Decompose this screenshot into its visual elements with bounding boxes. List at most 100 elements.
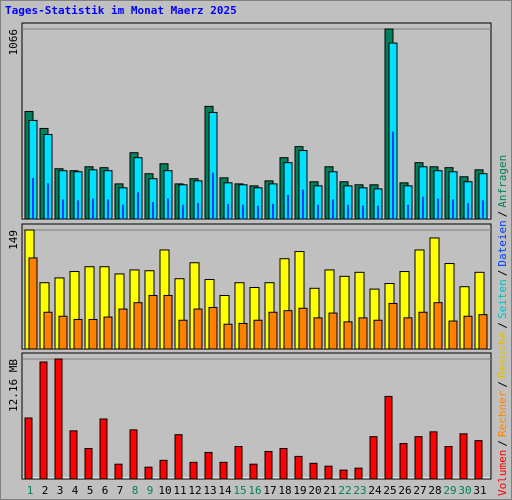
bar	[249, 463, 258, 480]
x-tick-label: 5	[87, 484, 94, 497]
bar	[418, 311, 428, 350]
bar	[403, 317, 413, 350]
bar	[253, 319, 263, 350]
bar	[28, 257, 38, 350]
bar	[448, 320, 458, 350]
x-tick-label: 19	[293, 484, 306, 497]
x-tick-label: 10	[158, 484, 171, 497]
bar	[433, 302, 443, 350]
bar	[358, 317, 368, 350]
bar	[373, 319, 383, 350]
bar	[294, 455, 303, 480]
bar	[313, 317, 323, 350]
x-tick-label: 31	[473, 484, 486, 497]
bar	[148, 294, 158, 350]
bar	[88, 318, 98, 350]
bar	[309, 462, 318, 480]
bar	[388, 302, 398, 350]
x-tick-label: 22	[338, 484, 351, 497]
legend-separator: /	[496, 381, 509, 388]
x-tick-label: 29	[443, 484, 456, 497]
bar	[208, 306, 218, 350]
x-tick-label: 25	[383, 484, 396, 497]
bar	[467, 202, 469, 219]
bar	[298, 307, 308, 350]
bar	[84, 448, 93, 480]
bar	[114, 463, 123, 480]
bar	[339, 469, 348, 480]
bar	[238, 322, 248, 350]
x-tick-label: 11	[173, 484, 186, 497]
bar	[422, 196, 424, 219]
x-tick-label: 1	[27, 484, 34, 497]
x-tick-label: 17	[263, 484, 276, 497]
bar	[32, 178, 34, 219]
y-tick-label: 149	[7, 230, 20, 250]
x-tick-label: 7	[117, 484, 124, 497]
x-tick-label: 16	[248, 484, 261, 497]
bar	[54, 358, 63, 480]
x-tick-label: 2	[42, 484, 49, 497]
bar	[144, 466, 153, 480]
bar	[137, 192, 139, 219]
bar	[347, 204, 349, 219]
bar	[362, 205, 364, 219]
bar	[407, 204, 409, 219]
bar	[392, 131, 394, 219]
x-tick-label: 3	[57, 484, 64, 497]
bar	[429, 431, 438, 480]
bar	[133, 302, 143, 350]
bar	[384, 395, 393, 480]
x-tick-label: 14	[218, 484, 232, 497]
legend-entry: Seiten	[496, 279, 509, 319]
bar	[482, 200, 484, 219]
legend-entry: Dateien	[496, 220, 509, 266]
bar	[459, 433, 468, 480]
bar	[242, 204, 244, 219]
x-tick-label: 28	[428, 484, 441, 497]
bar	[257, 205, 259, 219]
x-tick-label: 9	[147, 484, 154, 497]
bar	[283, 310, 293, 350]
bar	[39, 361, 48, 480]
bar	[122, 204, 124, 219]
bar	[219, 461, 228, 480]
bar	[474, 440, 483, 480]
bar	[478, 314, 488, 350]
bar	[197, 202, 199, 219]
bar	[264, 450, 273, 480]
bar	[62, 199, 64, 219]
bar	[189, 461, 198, 480]
bar	[193, 308, 203, 350]
legend-separator: /	[496, 211, 509, 218]
x-tick-label: 15	[233, 484, 246, 497]
bar	[73, 318, 83, 350]
y-tick-label: 12.16 MB	[7, 359, 20, 412]
bar	[174, 434, 183, 480]
x-tick-label: 8	[132, 484, 139, 497]
bar	[69, 430, 78, 480]
bar	[212, 172, 214, 219]
bar	[163, 294, 173, 350]
bar	[92, 198, 94, 219]
bar	[279, 448, 288, 480]
chart-title: Tages-Statistik im Monat Maerz 2025	[5, 4, 237, 17]
legend-separator: /	[496, 440, 509, 447]
bar	[287, 194, 289, 219]
bar	[463, 315, 473, 350]
bar	[328, 312, 338, 350]
bar	[77, 200, 79, 219]
bar	[24, 417, 33, 480]
bar	[377, 205, 379, 219]
bar	[159, 459, 168, 480]
legend-separator: /	[496, 270, 509, 277]
bar	[234, 446, 243, 480]
x-tick-label: 18	[278, 484, 291, 497]
y-tick-label: 1066	[7, 29, 20, 56]
bar	[452, 199, 454, 219]
bar	[167, 198, 169, 219]
bar	[268, 311, 278, 350]
legend-separator: /	[496, 322, 509, 329]
bar	[272, 203, 274, 219]
